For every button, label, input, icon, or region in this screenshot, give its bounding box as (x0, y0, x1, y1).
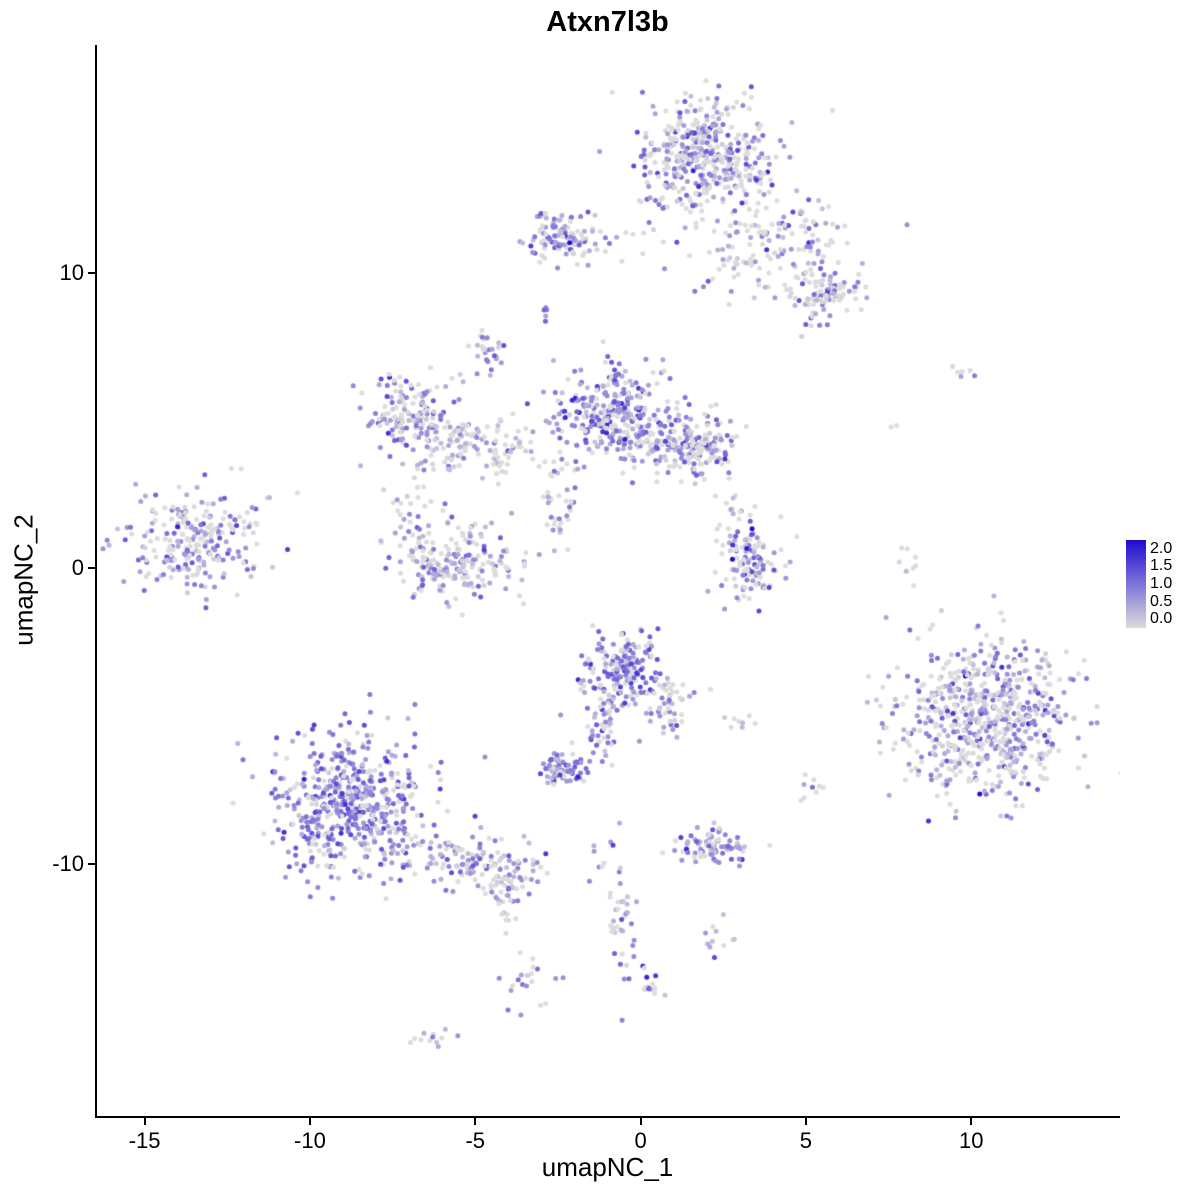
x-tick-label: 0 (634, 1128, 647, 1153)
x-tick-label: 10 (958, 1128, 984, 1153)
x-tick-mark (970, 1118, 973, 1125)
plot-title: Atxn7l3b (546, 6, 669, 38)
legend-tick-label: 1.0 (1150, 574, 1173, 592)
x-tick-mark (639, 1118, 642, 1125)
x-tick-label: 5 (799, 1128, 812, 1153)
y-tick-mark (88, 567, 95, 570)
legend-tick-label: 0.5 (1150, 592, 1173, 610)
x-tick-mark (308, 1118, 311, 1125)
y-tick-label: 10 (59, 259, 84, 285)
x-tick-mark (474, 1118, 477, 1125)
legend-tick-label: 2.0 (1150, 539, 1173, 557)
x-axis-label: umapNC_1 (541, 1152, 674, 1182)
y-tick-mark (88, 271, 95, 274)
x-tick-label: -5 (465, 1128, 486, 1153)
x-tick-mark (143, 1118, 146, 1125)
y-tick-mark (88, 862, 95, 865)
legend-labels: 2.0 1.5 1.0 0.5 0.0 (1150, 540, 1172, 628)
legend-gradient-bar (1126, 540, 1146, 628)
expression-legend: 2.0 1.5 1.0 0.5 0.0 (1126, 540, 1172, 628)
x-tick-label: -10 (294, 1128, 326, 1153)
legend-tick-label: 1.5 (1150, 557, 1173, 575)
y-tick-label: -10 (52, 850, 84, 876)
legend-tick-label: 0.0 (1150, 610, 1173, 628)
y-axis-label: umapNC_2 (8, 514, 39, 646)
scatter-points-canvas (95, 45, 1120, 1118)
y-tick-label: 0 (71, 555, 84, 581)
x-tick-mark (804, 1118, 807, 1125)
x-tick-label: -15 (128, 1128, 161, 1153)
